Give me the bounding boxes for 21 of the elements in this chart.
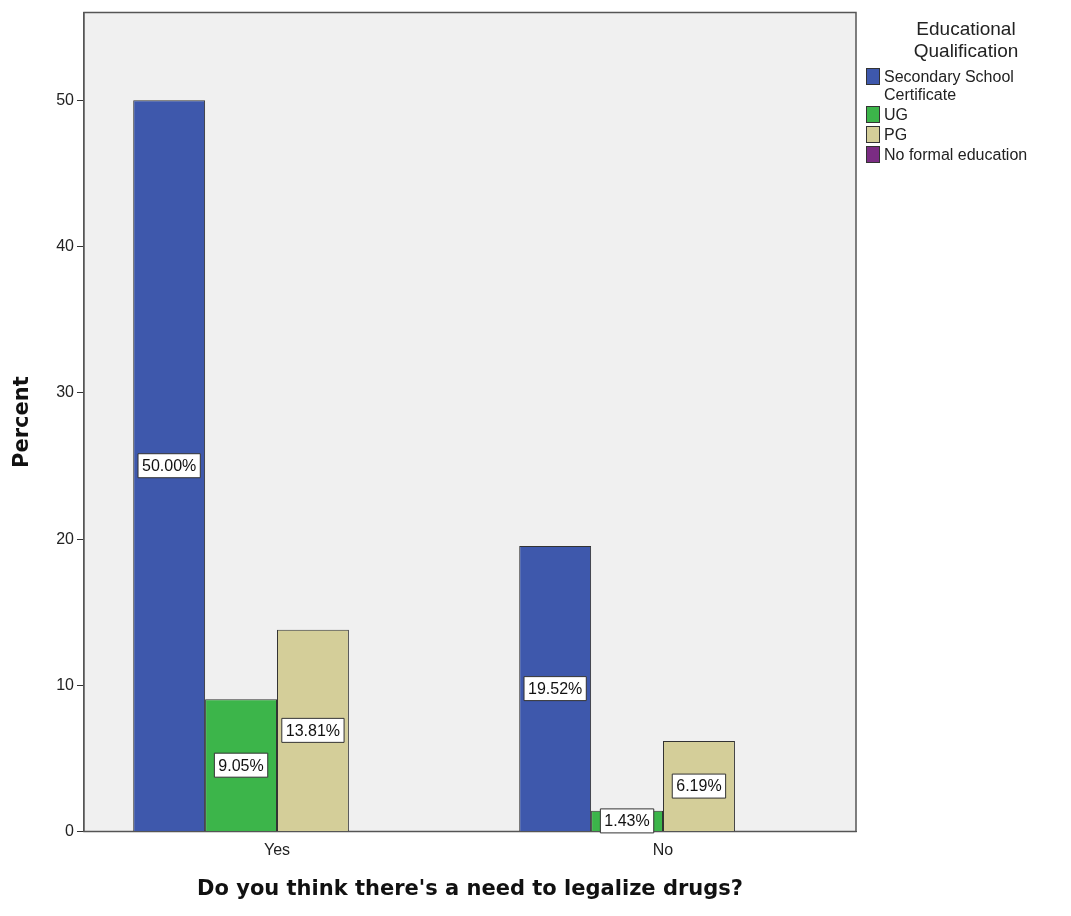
data-label: 50.00% (142, 457, 197, 475)
y-tick-label: 30 (56, 383, 75, 401)
y-tick-label: 40 (56, 237, 75, 255)
data-label: 9.05% (218, 756, 264, 774)
legend-label: No formal education (884, 146, 1028, 164)
y-tick-label: 20 (56, 529, 75, 547)
legend-label: PG (884, 126, 908, 144)
data-label: 6.19% (676, 777, 722, 795)
y-tick-label: 50 (56, 90, 75, 108)
legend-label: Secondary School Certificate (884, 68, 1015, 104)
x-tick-label: Yes (263, 840, 291, 858)
data-label: 19.52% (528, 680, 583, 698)
x-axis-title: Do you think there's a need to legalize drugs? (197, 875, 743, 900)
data-label: 1.43% (604, 812, 650, 830)
y-tick-label: 10 (56, 675, 75, 693)
y-tick-label: 0 (65, 822, 75, 840)
y-axis-title: Percent (9, 376, 34, 468)
legend-label: UG (884, 106, 908, 124)
data-label: 13.81% (285, 721, 341, 739)
legend-title: Educational Qualification (912, 18, 1020, 62)
x-tick-label: No (652, 840, 674, 858)
